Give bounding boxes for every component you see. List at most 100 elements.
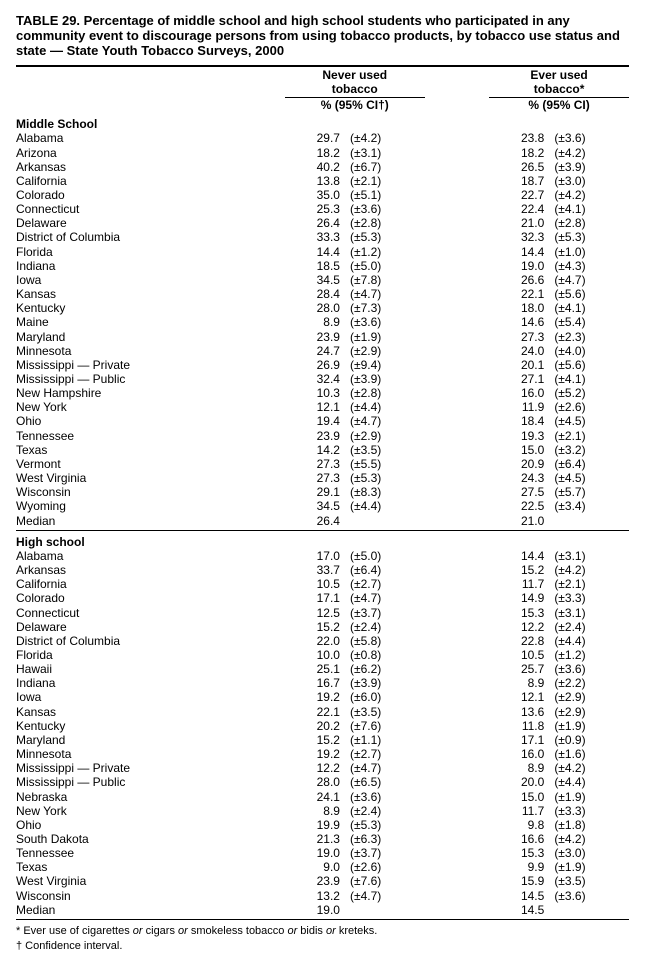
table-row: District of Columbia33.3(±5.3)32.3(±5.3)	[16, 230, 629, 244]
table-row: Colorado35.0(±5.1)22.7(±4.2)	[16, 188, 629, 202]
ever-ci: (±4.1)	[548, 202, 629, 216]
never-pct: 28.0	[285, 775, 344, 789]
never-ci: (±5.3)	[344, 471, 425, 485]
ever-ci: (±4.2)	[548, 832, 629, 846]
never-ci: (±4.4)	[344, 400, 425, 414]
ever-pct: 15.3	[489, 606, 548, 620]
table-row: Minnesota19.2(±2.7)16.0(±1.6)	[16, 747, 629, 761]
table-row: Vermont27.3(±5.5)20.9(±6.4)	[16, 457, 629, 471]
never-ci: (±5.0)	[344, 259, 425, 273]
ever-ci: (±1.6)	[548, 747, 629, 761]
never-ci: (±4.7)	[344, 414, 425, 428]
never-ci: (±5.3)	[344, 230, 425, 244]
never-pct: 34.5	[285, 499, 344, 513]
state-cell: Colorado	[16, 188, 285, 202]
never-pct: 33.3	[285, 230, 344, 244]
never-ci: (±4.7)	[344, 287, 425, 301]
footnote-dagger: † Confidence interval.	[16, 939, 629, 953]
never-ci: (±2.7)	[344, 747, 425, 761]
ever-ci: (±3.5)	[548, 874, 629, 888]
table-row: Mississippi — Private12.2(±4.7)8.9(±4.2)	[16, 761, 629, 775]
state-cell: Indiana	[16, 676, 285, 690]
ever-ci: (±5.6)	[548, 358, 629, 372]
state-cell: California	[16, 577, 285, 591]
never-ci: (±2.1)	[344, 174, 425, 188]
state-cell: Kansas	[16, 705, 285, 719]
ever-pct: 15.2	[489, 563, 548, 577]
table-row: Nebraska24.1(±3.6)15.0(±1.9)	[16, 790, 629, 804]
never-ci: (±2.6)	[344, 860, 425, 874]
never-ci: (±8.3)	[344, 485, 425, 499]
ever-pct: 14.4	[489, 245, 548, 259]
table-row: Texas14.2(±3.5)15.0(±3.2)	[16, 443, 629, 457]
state-cell: Mississippi — Private	[16, 358, 285, 372]
never-ci: (±2.9)	[344, 344, 425, 358]
footnote-star: * Ever use of cigarettes or cigars or sm…	[16, 924, 629, 938]
never-pct: 26.9	[285, 358, 344, 372]
table-row: Indiana16.7(±3.9)8.9(±2.2)	[16, 676, 629, 690]
never-ci: (±3.9)	[344, 372, 425, 386]
table-row: Delaware15.2(±2.4)12.2(±2.4)	[16, 620, 629, 634]
ever-pct: 26.5	[489, 160, 548, 174]
never-ci: (±2.4)	[344, 804, 425, 818]
never-ci: (±1.9)	[344, 330, 425, 344]
ever-ci: (±4.3)	[548, 259, 629, 273]
never-ci: (±2.8)	[344, 216, 425, 230]
state-cell: New York	[16, 400, 285, 414]
ever-pct: 19.3	[489, 429, 548, 443]
state-cell: Texas	[16, 443, 285, 457]
ever-pct: 20.1	[489, 358, 548, 372]
sub-head-ever: % (95% CI)	[489, 98, 629, 113]
never-ci: (±9.4)	[344, 358, 425, 372]
ever-pct: 22.4	[489, 202, 548, 216]
ever-pct: 15.9	[489, 874, 548, 888]
never-pct: 19.0	[285, 903, 344, 917]
state-cell: Maryland	[16, 733, 285, 747]
state-cell: Maine	[16, 315, 285, 329]
state-cell: Wyoming	[16, 499, 285, 513]
ever-pct: 27.1	[489, 372, 548, 386]
rule-top	[16, 65, 629, 67]
state-cell: Minnesota	[16, 344, 285, 358]
ever-pct: 20.0	[489, 775, 548, 789]
ever-ci: (±5.2)	[548, 386, 629, 400]
table-row: Tennessee19.0(±3.7)15.3(±3.0)	[16, 846, 629, 860]
never-pct: 12.5	[285, 606, 344, 620]
ever-ci: (±3.3)	[548, 591, 629, 605]
table-row: California13.8(±2.1)18.7(±3.0)	[16, 174, 629, 188]
ever-pct: 14.5	[489, 903, 548, 917]
state-cell: Hawaii	[16, 662, 285, 676]
never-pct: 12.2	[285, 761, 344, 775]
never-pct: 19.2	[285, 747, 344, 761]
ever-pct: 16.0	[489, 386, 548, 400]
state-cell: Maryland	[16, 330, 285, 344]
ever-ci: (±3.1)	[548, 606, 629, 620]
never-pct: 17.0	[285, 549, 344, 563]
never-ci: (±5.3)	[344, 818, 425, 832]
never-pct: 25.1	[285, 662, 344, 676]
never-pct: 23.9	[285, 330, 344, 344]
state-cell: Mississippi — Private	[16, 761, 285, 775]
ever-pct: 27.3	[489, 330, 548, 344]
table-row: Wisconsin13.2(±4.7)14.5(±3.6)	[16, 889, 629, 903]
table-row: Median19.014.5	[16, 903, 629, 917]
ever-pct: 20.9	[489, 457, 548, 471]
never-ci: (±3.1)	[344, 146, 425, 160]
never-pct: 32.4	[285, 372, 344, 386]
never-pct: 19.0	[285, 846, 344, 860]
table-row: Mississippi — Private26.9(±9.4) 20.1(±5.6…	[16, 358, 629, 372]
never-ci: (±2.9)	[344, 429, 425, 443]
state-cell: Florida	[16, 648, 285, 662]
never-pct: 33.7	[285, 563, 344, 577]
ever-pct: 16.0	[489, 747, 548, 761]
never-ci: (±6.4)	[344, 563, 425, 577]
state-cell: Wisconsin	[16, 889, 285, 903]
ever-pct: 9.8	[489, 818, 548, 832]
table-row: District of Columbia22.0(±5.8)22.8(±4.4)	[16, 634, 629, 648]
never-pct: 21.3	[285, 832, 344, 846]
sub-head-never: % (95% CI†)	[285, 98, 425, 113]
ever-ci: (±3.0)	[548, 846, 629, 860]
state-cell: California	[16, 174, 285, 188]
ever-ci: (±3.2)	[548, 443, 629, 457]
never-ci: (±2.8)	[344, 386, 425, 400]
